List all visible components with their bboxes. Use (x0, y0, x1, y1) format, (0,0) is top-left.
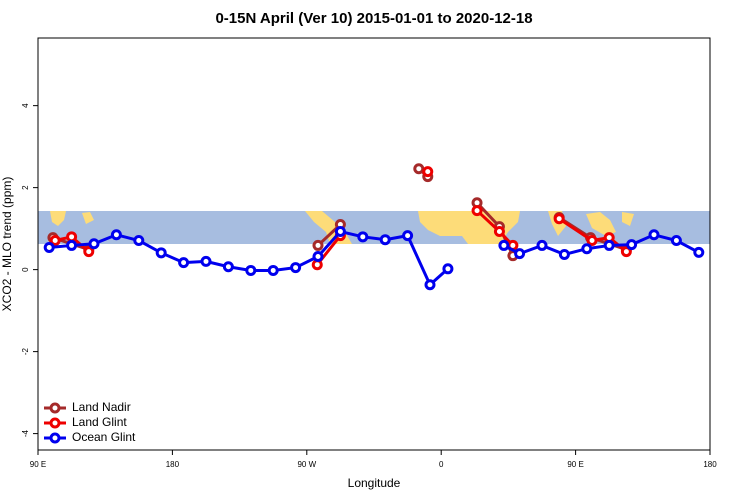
data-point (155, 247, 167, 259)
x-tick-label: 90 W (297, 460, 316, 469)
y-tick-label: -2 (21, 348, 30, 356)
data-point (558, 248, 570, 260)
data-point (245, 264, 257, 276)
data-point (514, 248, 526, 260)
legend-marker (49, 417, 61, 429)
data-point (133, 235, 145, 247)
data-point (110, 229, 122, 241)
data-point (422, 166, 434, 178)
data-point (357, 231, 369, 243)
data-point (312, 239, 324, 251)
data-point (178, 257, 190, 269)
data-point (553, 213, 565, 225)
legend-label: Land Nadir (72, 400, 131, 414)
x-tick-label: 180 (703, 460, 717, 469)
plot-frame (37, 37, 711, 451)
data-point (43, 241, 55, 253)
data-point (693, 246, 705, 258)
data-point (88, 238, 100, 250)
y-tick-label: 2 (21, 185, 30, 190)
legend-label: Land Glint (72, 415, 127, 429)
data-point (379, 234, 391, 246)
data-point (586, 235, 598, 247)
data-point (442, 263, 454, 275)
land (586, 212, 616, 236)
x-tick-label: 180 (166, 460, 180, 469)
data-point (402, 230, 414, 242)
data-point (424, 279, 436, 291)
legend-label: Ocean Glint (72, 430, 136, 444)
data-point (267, 264, 279, 276)
data-point (626, 239, 638, 251)
x-tick-label: 90 E (567, 460, 583, 469)
legend-marker (49, 432, 61, 444)
data-point (581, 243, 593, 255)
x-axis-label: Longitude (348, 476, 401, 490)
chart-title: 0-15N April (Ver 10) 2015-01-01 to 2020-… (215, 10, 532, 27)
data-point (334, 225, 346, 237)
data-point (493, 225, 505, 237)
y-tick-label: 4 (21, 103, 30, 108)
data-point (222, 261, 234, 273)
data-point (648, 229, 660, 241)
x-tick-label: 90 E (30, 460, 46, 469)
y-tick-label: -4 (21, 430, 30, 438)
data-point (536, 239, 548, 251)
y-axis-label: XCO2 - MLO trend (ppm) (0, 177, 14, 312)
data-point (290, 262, 302, 274)
data-point (312, 251, 324, 263)
data-point (471, 205, 483, 217)
legend-marker (49, 402, 61, 414)
data-point (498, 239, 510, 251)
data-point (413, 163, 425, 175)
data-point (83, 246, 95, 258)
data-point (49, 235, 61, 247)
data-point (603, 239, 615, 251)
land (50, 211, 66, 226)
y-tick-label: 0 (21, 267, 30, 272)
data-point (670, 235, 682, 247)
land (82, 212, 94, 224)
land (622, 212, 634, 226)
x-tick-label: 0 (439, 460, 444, 469)
data-point (200, 255, 212, 267)
data-point (66, 231, 78, 243)
data-point (620, 246, 632, 258)
data-point (66, 239, 78, 251)
